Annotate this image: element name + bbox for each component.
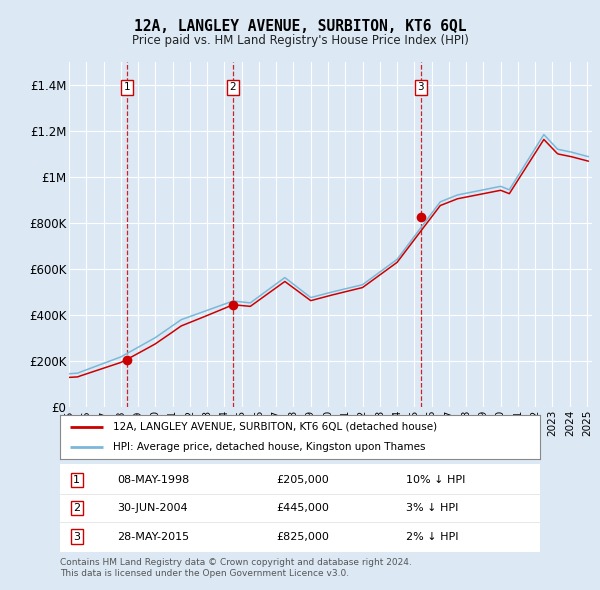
Text: 2: 2: [73, 503, 80, 513]
Text: Contains HM Land Registry data © Crown copyright and database right 2024.: Contains HM Land Registry data © Crown c…: [60, 558, 412, 566]
Text: 2: 2: [230, 82, 236, 92]
Text: 1: 1: [73, 475, 80, 485]
Text: HPI: Average price, detached house, Kingston upon Thames: HPI: Average price, detached house, King…: [113, 442, 425, 452]
Text: 2% ↓ HPI: 2% ↓ HPI: [406, 532, 458, 542]
Text: 10% ↓ HPI: 10% ↓ HPI: [406, 475, 465, 485]
Text: 08-MAY-1998: 08-MAY-1998: [118, 475, 190, 485]
Text: 3% ↓ HPI: 3% ↓ HPI: [406, 503, 458, 513]
Text: £445,000: £445,000: [276, 503, 329, 513]
Text: £825,000: £825,000: [276, 532, 329, 542]
Text: This data is licensed under the Open Government Licence v3.0.: This data is licensed under the Open Gov…: [60, 569, 349, 578]
Text: 3: 3: [73, 532, 80, 542]
Text: 12A, LANGLEY AVENUE, SURBITON, KT6 6QL: 12A, LANGLEY AVENUE, SURBITON, KT6 6QL: [134, 19, 466, 34]
Text: 30-JUN-2004: 30-JUN-2004: [118, 503, 188, 513]
Text: Price paid vs. HM Land Registry's House Price Index (HPI): Price paid vs. HM Land Registry's House …: [131, 34, 469, 47]
Text: 1: 1: [124, 82, 130, 92]
Text: 3: 3: [418, 82, 424, 92]
Text: 12A, LANGLEY AVENUE, SURBITON, KT6 6QL (detached house): 12A, LANGLEY AVENUE, SURBITON, KT6 6QL (…: [113, 422, 437, 432]
Text: £205,000: £205,000: [276, 475, 329, 485]
Text: 28-MAY-2015: 28-MAY-2015: [118, 532, 190, 542]
